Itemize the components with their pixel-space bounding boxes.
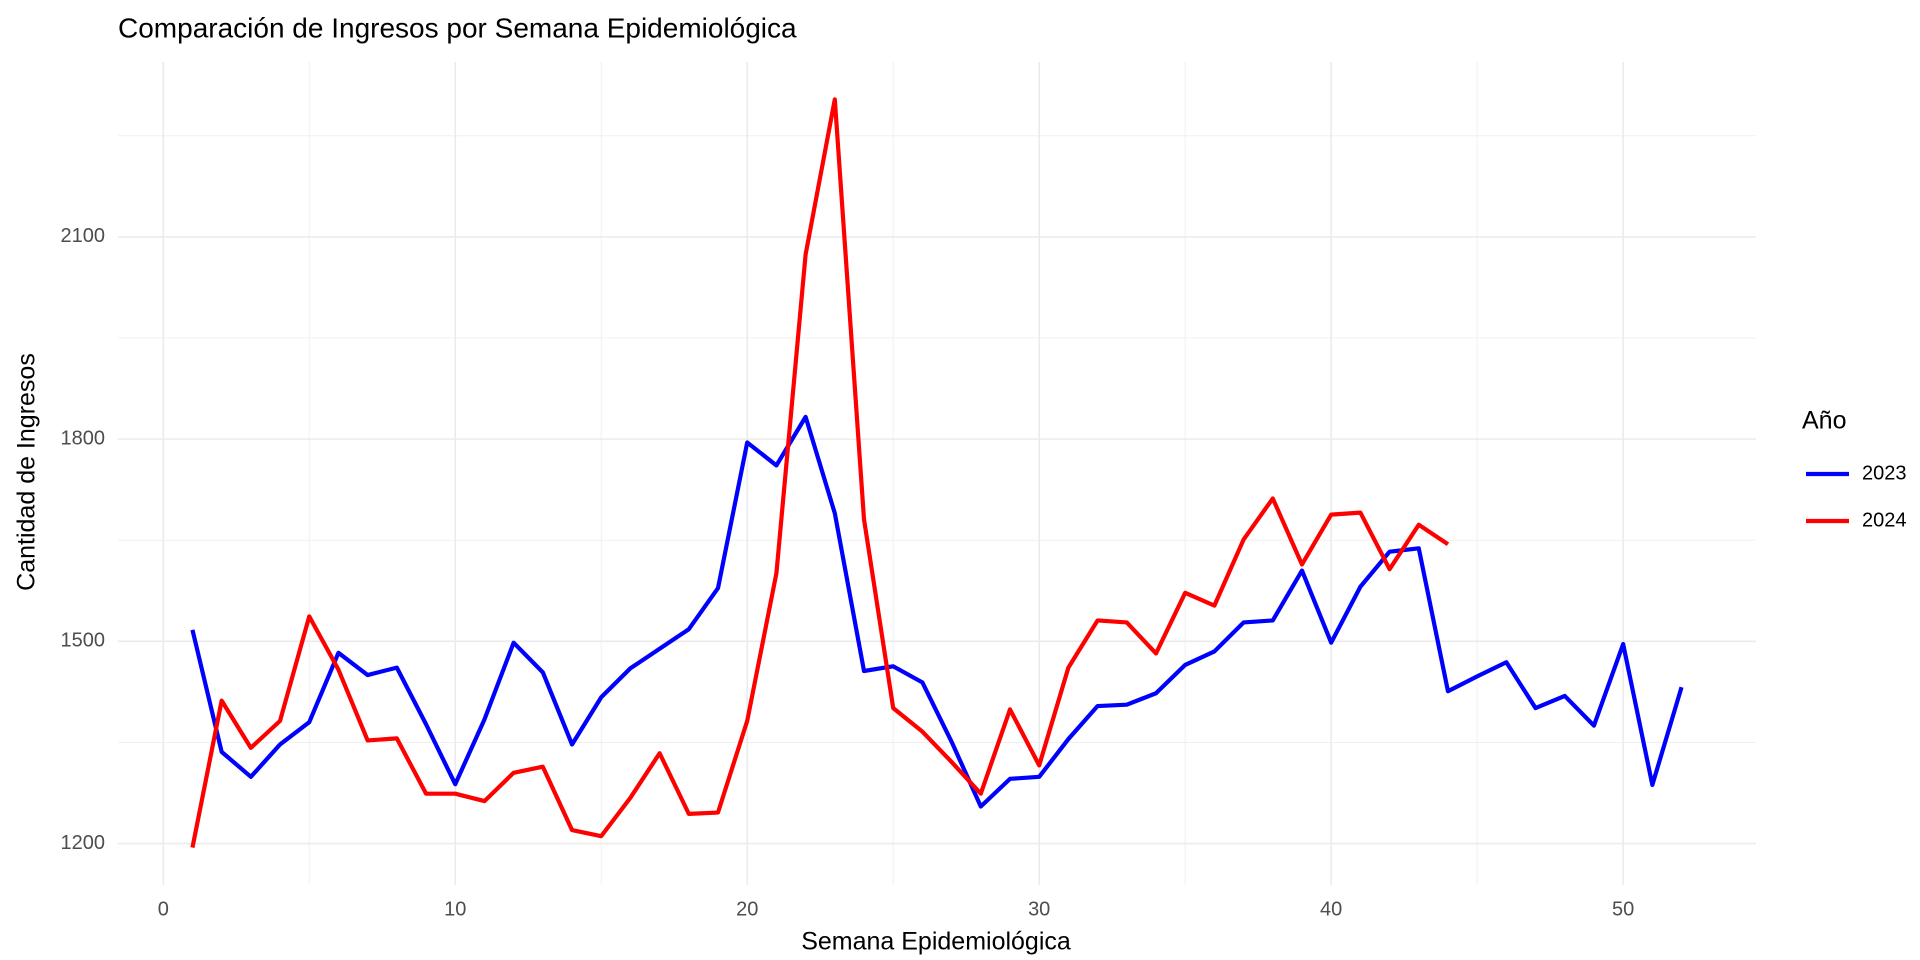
legend-label: 2023 [1862, 462, 1907, 484]
data-line [190, 414, 1684, 809]
x-tick-label: 20 [736, 898, 758, 920]
legend-label: 2024 [1862, 509, 1907, 531]
y-tick-label: 1500 [61, 630, 106, 652]
x-axis-label: Semana Epidemiológica [801, 928, 1071, 956]
x-tick-label: 40 [1320, 898, 1342, 920]
data-line [190, 97, 1450, 849]
x-tick-label: 10 [444, 898, 466, 920]
x-tick-label: 30 [1028, 898, 1050, 920]
y-tick-label: 1200 [61, 832, 106, 854]
grid [118, 62, 1756, 885]
y-tick-label: 1800 [61, 427, 106, 449]
x-tick-label: 0 [158, 898, 169, 920]
chart-title: Comparación de Ingresos por Semana Epide… [118, 12, 797, 43]
y-axis-label: Cantidad de Ingresos [13, 353, 41, 591]
legend-title: Año [1802, 407, 1846, 435]
x-tick-label: 50 [1612, 898, 1634, 920]
y-tick-label: 2100 [61, 225, 106, 247]
